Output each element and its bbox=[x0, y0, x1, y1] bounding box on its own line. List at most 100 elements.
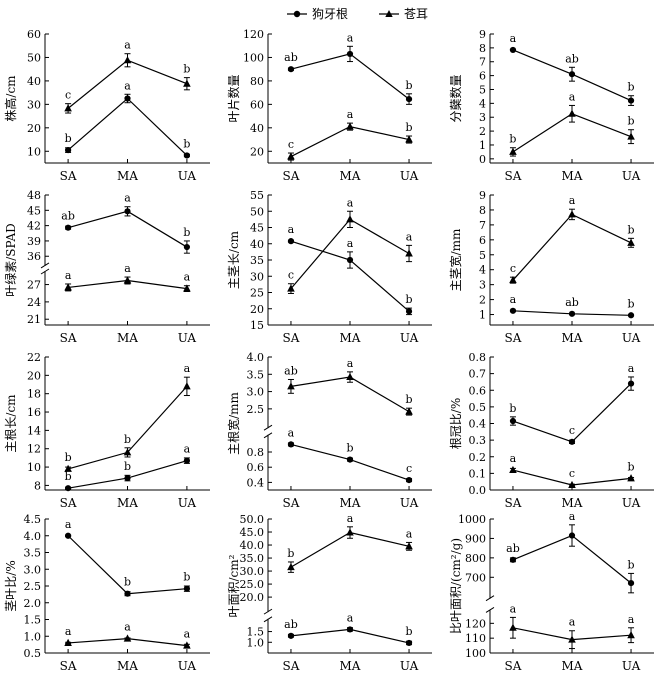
y-tick-label: 15 bbox=[250, 319, 264, 332]
y-tick-label: 36 bbox=[27, 250, 41, 263]
y-tick-label: 25.0 bbox=[240, 578, 265, 591]
y-tick-label: 4 bbox=[479, 97, 486, 110]
significance-label: a bbox=[569, 510, 576, 523]
x-tick-label: UA bbox=[178, 169, 197, 183]
significance-label: a bbox=[184, 362, 191, 375]
x-tick-label: MA bbox=[117, 496, 138, 510]
data-point-circle bbox=[346, 626, 354, 633]
y-tick-label: 120 bbox=[465, 617, 486, 630]
y-tick-label: 9 bbox=[479, 28, 486, 41]
y-tick-label: 10 bbox=[27, 461, 41, 474]
data-point-circle bbox=[627, 380, 635, 387]
y-tick-label: 42 bbox=[27, 220, 41, 233]
significance-label: a bbox=[347, 611, 354, 624]
y-tick-label: 21 bbox=[27, 313, 41, 326]
y-tick-label: 14 bbox=[27, 424, 41, 437]
significance-label: a bbox=[124, 192, 131, 205]
data-point-triangle bbox=[287, 382, 295, 390]
series-line-0 bbox=[67, 210, 188, 248]
significance-label: b bbox=[183, 571, 190, 584]
y-axis-label: 主茎宽/mm bbox=[448, 228, 463, 291]
y-tick-label: 10 bbox=[27, 145, 41, 158]
y-axis-label: 茎叶比/% bbox=[4, 560, 18, 611]
x-tick-label: SA bbox=[505, 169, 522, 183]
significance-label: b bbox=[628, 115, 635, 128]
x-tick-label: MA bbox=[340, 659, 361, 673]
y-tick-label: 35.0 bbox=[240, 552, 265, 565]
x-tick-label: UA bbox=[622, 496, 641, 510]
data-point-triangle bbox=[627, 474, 635, 482]
significance-label: b bbox=[124, 433, 131, 446]
data-point-circle bbox=[183, 243, 190, 251]
data-point-triangle bbox=[64, 104, 72, 112]
y-tick-label: 27 bbox=[27, 279, 41, 292]
y-tick-label: 4.0 bbox=[24, 530, 42, 543]
y-tick-label: 40.0 bbox=[240, 539, 265, 552]
x-tick-label: MA bbox=[562, 659, 583, 673]
data-point-circle bbox=[124, 208, 131, 215]
series-line-0 bbox=[67, 97, 188, 156]
significance-label: a bbox=[65, 269, 72, 282]
y-tick-label: 0.4 bbox=[247, 476, 265, 489]
significance-label: a bbox=[65, 518, 72, 531]
triangle-marker-icon bbox=[385, 10, 393, 17]
y-tick-label: 0.3 bbox=[469, 434, 487, 447]
significance-label: a bbox=[65, 625, 72, 638]
data-point-circle bbox=[287, 441, 295, 448]
legend-entry-cang: 苍耳 bbox=[404, 7, 429, 21]
data-point-circle bbox=[346, 456, 354, 463]
x-tick-label: SA bbox=[505, 496, 522, 510]
y-axis-label: 比叶面积/(cm²/g) bbox=[449, 538, 463, 634]
data-point-circle bbox=[568, 438, 576, 445]
chart-panel-9: 0.5 1.0 1.5 2.0 2.5 3.0 3.5 4.0 4.5 SA MA UA 茎叶比/% a b… bbox=[4, 513, 210, 673]
x-tick-label: MA bbox=[117, 659, 138, 673]
significance-label: b bbox=[509, 133, 516, 146]
data-point-triangle bbox=[123, 56, 132, 64]
y-tick-label: 45 bbox=[27, 204, 41, 217]
y-tick-label: 8 bbox=[479, 204, 486, 217]
significance-label: c bbox=[65, 89, 71, 102]
y-tick-label: 3.5 bbox=[24, 547, 42, 560]
y-tick-label: 1.5 bbox=[24, 614, 42, 627]
significance-label: b bbox=[628, 460, 635, 473]
data-point-circle bbox=[287, 238, 295, 245]
x-tick-label: MA bbox=[562, 169, 583, 183]
y-axis-label: 分蘖数量 bbox=[448, 74, 463, 122]
y-tick-label: 2.0 bbox=[24, 597, 42, 610]
significance-label: a bbox=[347, 512, 354, 525]
y-tick-label: 20 bbox=[250, 303, 264, 316]
y-tick-label: 800 bbox=[465, 552, 486, 565]
data-point-circle bbox=[287, 66, 295, 73]
y-tick-label: 50 bbox=[250, 205, 264, 218]
y-tick-label: 50.0 bbox=[240, 513, 265, 526]
data-point-circle bbox=[509, 46, 517, 54]
x-tick-label: MA bbox=[340, 331, 361, 345]
data-point-triangle bbox=[287, 152, 295, 160]
x-tick-label: MA bbox=[117, 331, 138, 345]
significance-label: a bbox=[347, 237, 354, 250]
significance-label: b bbox=[406, 79, 413, 92]
significance-label: ab bbox=[61, 210, 75, 223]
y-tick-label: 0.7 bbox=[469, 368, 487, 381]
axis-break-mark bbox=[40, 262, 50, 269]
significance-label: a bbox=[510, 452, 517, 465]
data-point-circle bbox=[65, 532, 72, 539]
y-tick-label: 12 bbox=[27, 443, 41, 456]
x-tick-label: SA bbox=[60, 169, 77, 183]
y-tick-label: 50 bbox=[27, 51, 41, 64]
chart-panel-8: 0.0 0.1 0.2 0.3 0.4 0.5 0.6 0.7 0.8 SA MA UA 根冠比/% b c… bbox=[449, 351, 654, 510]
significance-label: a bbox=[628, 613, 635, 626]
significance-label: a bbox=[510, 602, 517, 615]
y-tick-label: 0.6 bbox=[247, 461, 265, 474]
significance-label: a bbox=[124, 621, 131, 634]
significance-label: a bbox=[288, 223, 295, 236]
y-tick-label: 1 bbox=[479, 309, 486, 322]
y-tick-label: 30 bbox=[250, 270, 264, 283]
y-tick-label: 900 bbox=[465, 532, 486, 545]
y-tick-label: 18 bbox=[27, 388, 41, 401]
x-tick-label: UA bbox=[178, 331, 197, 345]
x-tick-label: UA bbox=[622, 169, 641, 183]
x-tick-label: MA bbox=[340, 496, 361, 510]
axis-break-mark bbox=[263, 608, 273, 615]
